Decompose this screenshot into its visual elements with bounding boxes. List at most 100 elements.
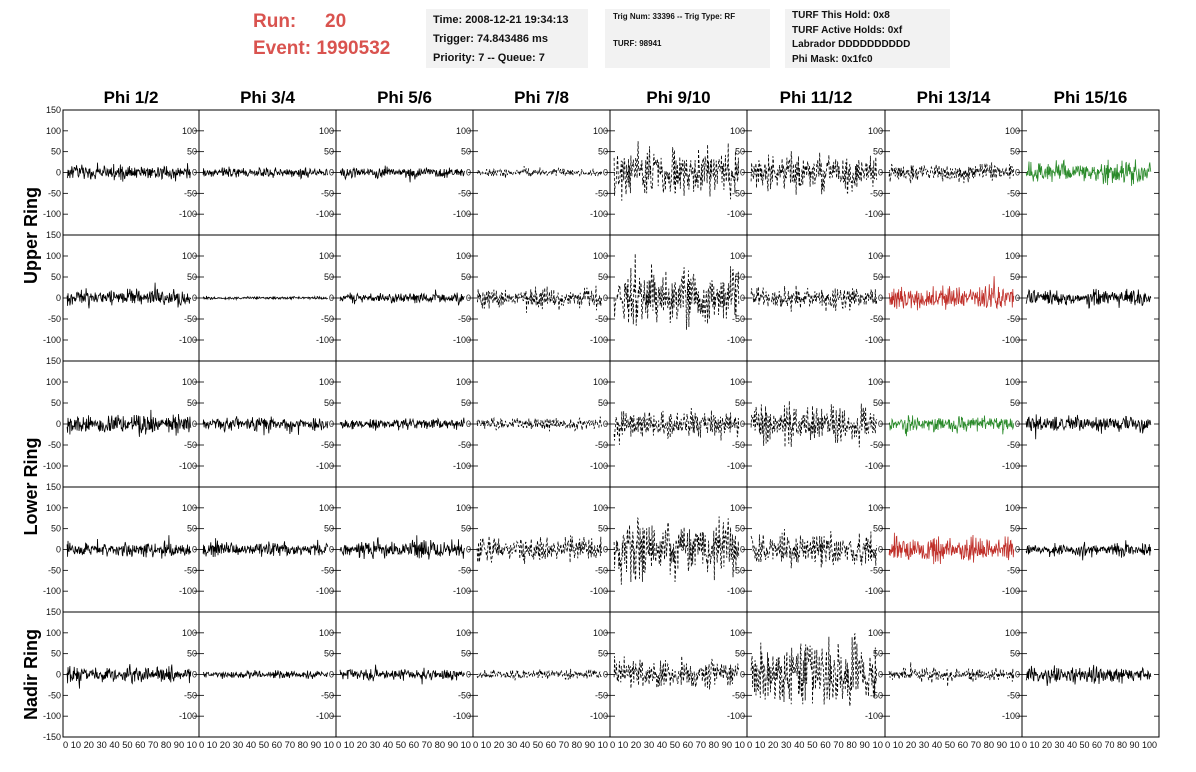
x-tick-label: 0 10 20 30 40 50 60 70 80 90 10 xyxy=(885,740,1020,750)
y-tick-label: -50 xyxy=(184,565,197,575)
y-tick-label: -50 xyxy=(870,314,883,324)
waveform-trace xyxy=(66,409,192,437)
y-tick-label: 100 xyxy=(1005,377,1020,387)
y-tick-label: 100 xyxy=(319,377,334,387)
turf-hold-text: TURF This Hold: 0x8 xyxy=(792,10,890,21)
y-tick-label: 100 xyxy=(456,377,471,387)
y-tick-label: -100 xyxy=(453,586,471,596)
y-tick-label: 0 xyxy=(1015,670,1020,680)
waveform-trace xyxy=(750,400,878,448)
y-tick-label: -100 xyxy=(43,335,61,345)
waveform-trace xyxy=(66,282,192,309)
y-tick-label: -50 xyxy=(595,690,608,700)
waveform-panel: -100 -50 0 50 100 xyxy=(865,109,1023,236)
y-tick-label: 50 xyxy=(187,524,197,534)
y-tick-label: -50 xyxy=(48,314,61,324)
y-tick-label: 50 xyxy=(324,272,334,282)
y-tick-label: 100 xyxy=(456,628,471,638)
column-header: Phi 5/6 xyxy=(377,88,432,107)
waveform-panel: -100 -50 0 50 100 xyxy=(43,360,200,488)
y-tick-label: -50 xyxy=(48,440,61,450)
y-tick-label: -100 xyxy=(43,209,61,219)
waveform-trace xyxy=(339,417,465,431)
x-tick-label: 0 10 20 30 40 50 60 70 80 90 10 xyxy=(610,740,745,750)
column-header: Phi 9/10 xyxy=(646,88,710,107)
waveform-panel: -100 -50 0 50 100 xyxy=(590,486,748,613)
y-tick-label: 100 xyxy=(1005,503,1020,513)
y-tick-label: -50 xyxy=(1007,690,1020,700)
waveform-trace xyxy=(888,162,1015,184)
y-tick-label: 100 xyxy=(730,126,745,136)
y-tick-label: -50 xyxy=(458,188,471,198)
waveform-trace xyxy=(66,664,192,689)
y-tick-label: 100 xyxy=(730,377,745,387)
y-tick-label: 50 xyxy=(873,147,883,157)
y-tick-label: 0 xyxy=(1015,293,1020,303)
y-tick-label: -50 xyxy=(184,690,197,700)
y-tick-label: 0 xyxy=(466,670,471,680)
column-header: Phi 1/2 xyxy=(104,88,159,107)
waveform-panel: -100 -50 0 50 100 xyxy=(865,234,1023,362)
trigger-text: Trigger: 74.843486 ms xyxy=(433,33,548,45)
y-tick-label: 50 xyxy=(324,649,334,659)
y-tick-label: 50 xyxy=(51,398,61,408)
y-tick-label: -100 xyxy=(179,711,197,721)
y-tick-label: -50 xyxy=(732,690,745,700)
turf-text: TURF: 98941 xyxy=(613,39,662,48)
y-tick-label: 150 xyxy=(46,230,61,240)
waveform-trace xyxy=(1025,288,1152,309)
column-header: Phi 7/8 xyxy=(514,88,569,107)
y-tick-label: 100 xyxy=(319,503,334,513)
y-tick-label: 0 xyxy=(466,419,471,429)
y-tick-label: -50 xyxy=(184,314,197,324)
y-tick-label: 0 xyxy=(603,545,608,555)
y-tick-label: 100 xyxy=(456,126,471,136)
y-tick-label: -100 xyxy=(179,335,197,345)
waveform-panel: -100 -50 0 50 100 xyxy=(865,611,1023,738)
y-tick-label: -50 xyxy=(732,188,745,198)
time-text: Time: 2008-12-21 19:34:13 xyxy=(433,14,569,26)
y-tick-label: -50 xyxy=(732,440,745,450)
waveform-panel: -100 -50 0 50 100 xyxy=(179,360,337,488)
y-tick-label: -150 xyxy=(43,732,61,742)
waveform-panel: -100 -50 0 50 100 xyxy=(316,109,474,236)
y-tick-label: 100 xyxy=(319,628,334,638)
y-tick-label: 50 xyxy=(873,398,883,408)
y-tick-label: 50 xyxy=(461,398,471,408)
waveform-panel: -100 -50 0 50 100 xyxy=(43,109,200,236)
y-tick-label: 0 xyxy=(466,168,471,178)
waveform-panel: -100 -50 0 50 100 xyxy=(727,234,886,362)
y-tick-label: -50 xyxy=(1007,440,1020,450)
row-group-label: Nadir Ring xyxy=(21,629,41,720)
y-tick-label: 100 xyxy=(868,251,883,261)
y-tick-label: 50 xyxy=(324,398,334,408)
y-tick-label: 50 xyxy=(1010,524,1020,534)
y-tick-label: 100 xyxy=(593,503,608,513)
y-tick-label: 50 xyxy=(461,272,471,282)
waveform-trace xyxy=(477,285,603,313)
y-tick-label: -50 xyxy=(321,690,334,700)
y-tick-label: -100 xyxy=(316,335,334,345)
y-tick-label: 50 xyxy=(873,272,883,282)
y-tick-label: 100 xyxy=(593,377,608,387)
time-info-box: Time: 2008-12-21 19:34:13 Trigger: 74.84… xyxy=(426,9,588,68)
y-tick-label: 50 xyxy=(598,147,608,157)
waveform-panel: -100 -50 0 50 100 xyxy=(43,611,200,738)
waveform-panel: -100 -50 0 50 100 xyxy=(43,486,200,613)
y-tick-label: 100 xyxy=(182,251,197,261)
waveform-panel: -100 -50 0 50 100 xyxy=(316,611,474,738)
x-tick-label: 0 10 20 30 40 50 60 70 80 90 10 xyxy=(336,740,471,750)
y-tick-label: -50 xyxy=(184,440,197,450)
y-tick-label: 100 xyxy=(182,628,197,638)
waveform-panel: -100 -50 0 50 100 xyxy=(865,486,1023,613)
y-tick-label: 100 xyxy=(868,628,883,638)
y-tick-label: 50 xyxy=(1010,649,1020,659)
waveform-trace xyxy=(1025,414,1152,440)
y-tick-label: -100 xyxy=(316,586,334,596)
waveform-panel: -100 -50 0 50 100 xyxy=(43,234,200,362)
y-tick-label: -100 xyxy=(453,209,471,219)
turf-active-text: TURF Active Holds: 0xf xyxy=(792,24,903,36)
y-tick-label: 50 xyxy=(598,524,608,534)
waveform-trace xyxy=(339,165,466,183)
